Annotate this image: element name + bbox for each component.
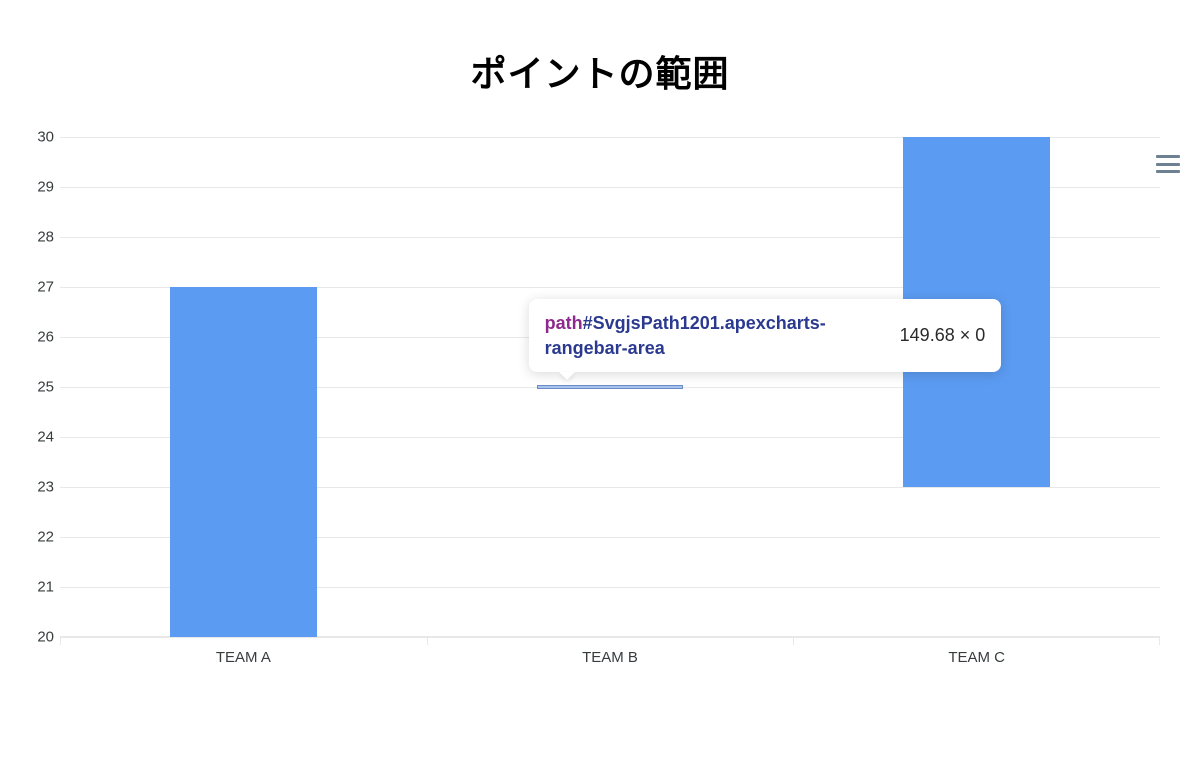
devtools-tooltip: path#SvgjsPath1201.apexcharts-rangebar-a… [529, 299, 1002, 372]
x-tick-mark [1159, 637, 1160, 645]
y-axis-label: 20 [24, 629, 54, 646]
y-axis-label: 22 [24, 529, 54, 546]
x-axis: TEAM A TEAM B TEAM C [60, 637, 1160, 667]
range-bar-zero[interactable] [537, 385, 684, 389]
y-axis-label: 25 [24, 379, 54, 396]
x-tick-group: TEAM C [793, 637, 1160, 667]
x-tick-mark [793, 637, 794, 645]
x-tick-mark [427, 637, 428, 645]
y-axis-label: 29 [24, 179, 54, 196]
y-axis-label: 24 [24, 429, 54, 446]
x-tick-group: TEAM B [427, 637, 794, 667]
y-axis-label: 30 [24, 129, 54, 146]
plot-wrapper: path#SvgjsPath1201.apexcharts-rangebar-a… [60, 137, 1160, 667]
chart-title: ポイントの範囲 [20, 45, 1180, 97]
tooltip-selector-text: path#SvgjsPath1201.apexcharts-rangebar-a… [545, 311, 880, 360]
chart-container: ポイントの範囲 path#SvgjsPath1201.apexcharts-ra… [0, 0, 1200, 773]
x-tick-mark [60, 637, 61, 645]
y-axis-label: 27 [24, 279, 54, 296]
tooltip-dimensions: 149.68 × 0 [900, 325, 986, 346]
x-axis-label: TEAM A [216, 649, 271, 666]
y-axis-label: 26 [24, 329, 54, 346]
x-tick-group: TEAM A [60, 637, 427, 667]
x-axis-label: TEAM C [948, 649, 1005, 666]
x-axis-label: TEAM B [582, 649, 638, 666]
tooltip-element-selector: #SvgjsPath1201.apexcharts-rangebar-area [545, 313, 826, 357]
tooltip-element-tag: path [545, 313, 583, 333]
y-axis-label: 21 [24, 579, 54, 596]
y-axis-label: 23 [24, 479, 54, 496]
y-axis-label: 28 [24, 229, 54, 246]
plot-area: path#SvgjsPath1201.apexcharts-rangebar-a… [60, 137, 1160, 637]
range-bar[interactable] [170, 287, 317, 637]
